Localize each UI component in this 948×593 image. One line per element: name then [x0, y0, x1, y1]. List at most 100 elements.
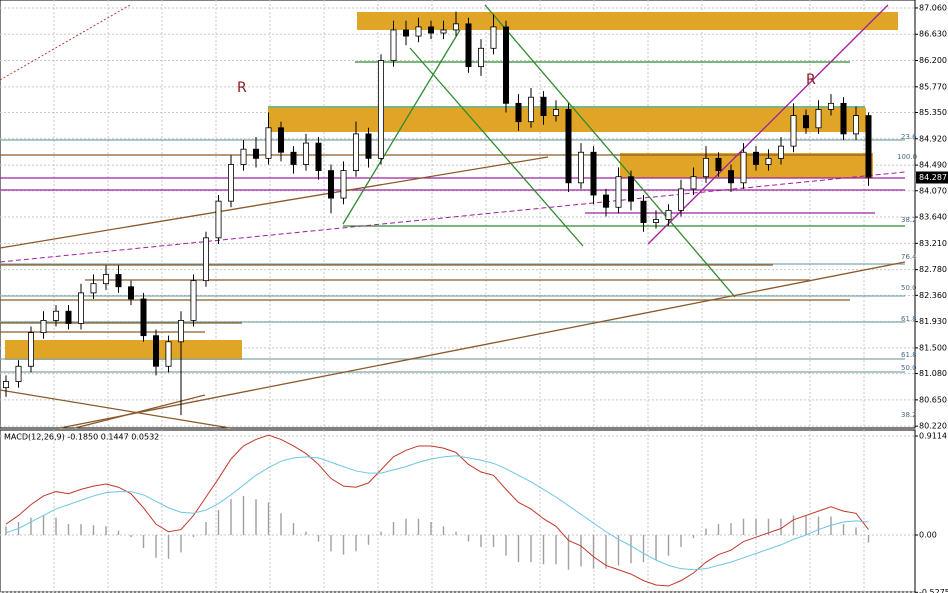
candle-body: [465, 23, 472, 68]
candle-body: [15, 365, 22, 382]
y-tick-label: 84.490: [919, 161, 947, 170]
candle-body: [678, 188, 685, 211]
y-tick-label: 86.630: [919, 30, 947, 39]
trend-line: [0, 389, 231, 429]
candle-body: [53, 310, 60, 321]
candle-body: [778, 145, 785, 159]
y-tick-label: 83.640: [919, 213, 947, 222]
candle-body: [40, 319, 47, 334]
candle-body: [3, 381, 9, 389]
axis-labels: 87.060 86.630 86.200 85.770 85.350 84.920 84.4…: [915, 3, 948, 593]
y-tick-label: 80.220: [919, 422, 947, 431]
y-tick-label: 85.350: [919, 108, 947, 117]
candle-body: [640, 200, 647, 223]
trend-line: [484, 4, 736, 298]
trend-line: [409, 47, 584, 247]
y-tick-label: 0.9114: [919, 432, 947, 441]
fib-label: 38.2: [901, 216, 917, 224]
candle-body: [90, 283, 97, 294]
candle-body: [152, 335, 159, 367]
candle-body: [165, 341, 172, 367]
r-label: R: [806, 72, 816, 88]
y-tick-label: 86.200: [919, 56, 947, 65]
candle-body: [402, 29, 409, 37]
trend-line: [74, 394, 206, 429]
macd-line: [5, 455, 869, 571]
candle-body: [740, 151, 747, 184]
trend-line: [0, 4, 131, 81]
fib-label: 38.2: [901, 411, 917, 419]
candle-body: [115, 274, 122, 288]
candle-body: [65, 310, 72, 324]
candle-body: [290, 151, 297, 165]
candle-body: [340, 170, 347, 199]
y-tick-label: 81.080: [919, 369, 947, 378]
y-tick-label: 82.780: [919, 265, 947, 274]
macd-title: MACD(12,26,9) -0.1850 0.1447 0.0532: [4, 433, 159, 442]
y-tick-label: 0.00: [919, 531, 937, 540]
candle-body: [865, 115, 872, 178]
fib-label: 61.8: [901, 351, 917, 359]
marks: [3, 11, 872, 587]
candle-body: [78, 292, 85, 324]
candle-body: [477, 47, 484, 68]
trend-line: [59, 261, 906, 429]
y-tick-label: 81.930: [919, 317, 947, 326]
candle-body: [202, 237, 209, 282]
drawings: R R 23.6 100.0 38.2 76.4 50.0 61.8 61.8 …: [0, 4, 917, 429]
y-tick-label: 82.360: [919, 291, 947, 300]
price-panel: [0, 0, 916, 429]
candle-body: [440, 29, 447, 34]
candle-body: [365, 133, 372, 159]
fib-label: 50.0: [901, 284, 917, 292]
y-tick-label: 84.070: [919, 186, 947, 195]
candle-body: [140, 298, 147, 337]
candle-body: [715, 157, 722, 171]
trend-line: [342, 29, 461, 225]
candle-body: [103, 274, 110, 285]
candle-body: [252, 148, 259, 159]
candle-body: [828, 102, 835, 110]
candle-body: [452, 23, 459, 31]
candle-body: [765, 157, 772, 165]
candle-body: [327, 170, 334, 199]
macd-line: [5, 434, 869, 587]
candle-body: [628, 176, 635, 202]
candle-body: [553, 109, 560, 116]
fib-label: 100.0: [897, 153, 917, 161]
y-tick-label: 87.060: [919, 3, 947, 12]
y-tick-label: 85.770: [919, 82, 947, 91]
candle-body: [690, 176, 697, 190]
candle-body: [853, 115, 860, 135]
candle-body: [390, 29, 397, 61]
candle-body: [753, 151, 760, 165]
candle-body: [415, 26, 422, 37]
candle-body: [703, 157, 710, 178]
candle-body: [240, 148, 247, 165]
candle-body: [790, 115, 797, 147]
candle-body: [840, 102, 847, 135]
candle-body: [728, 170, 735, 184]
trend-line: [0, 156, 549, 249]
candle-body: [528, 96, 535, 123]
candle-body: [277, 127, 284, 153]
fib-label: 23.6: [901, 133, 917, 141]
candle-body: [502, 26, 509, 104]
candle-body: [315, 142, 322, 171]
candle-body: [653, 219, 660, 223]
candle-body: [377, 60, 384, 159]
y-tick-label: 84.920: [919, 134, 947, 143]
price-tag-label: 84.287: [919, 173, 947, 182]
candle-body: [803, 115, 810, 129]
candle-body: [190, 280, 197, 321]
zone: [5, 340, 242, 360]
candle-body: [515, 102, 522, 123]
r-label: R: [237, 80, 247, 96]
candle-body: [815, 109, 822, 129]
zone: [357, 12, 898, 30]
candle-body: [352, 133, 359, 171]
candle-body: [177, 319, 184, 343]
candle-body: [127, 286, 134, 300]
candle-body: [227, 164, 234, 202]
candle-body: [565, 109, 572, 184]
